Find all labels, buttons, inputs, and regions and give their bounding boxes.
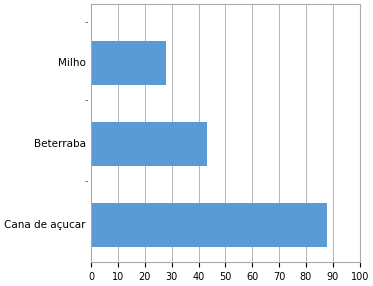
Bar (91, 203, 327, 247)
Text: -: - (84, 95, 88, 105)
Bar (91, 122, 207, 166)
Bar (91, 41, 166, 85)
Text: -: - (84, 176, 88, 186)
Text: -: - (84, 18, 88, 27)
